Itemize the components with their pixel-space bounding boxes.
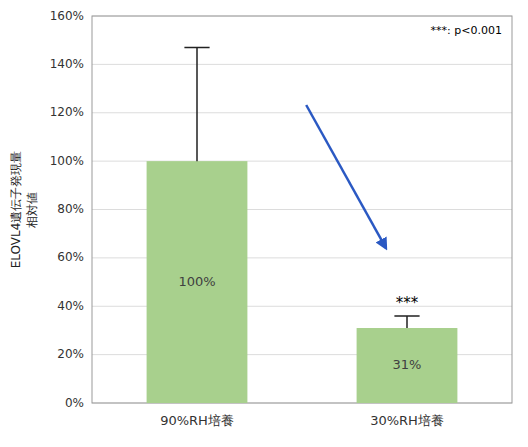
arrow — [306, 105, 386, 248]
x-axis: 90%RH培養 30%RH培養 — [160, 413, 444, 428]
y-tick-label: 0% — [65, 396, 84, 410]
data-label: 31% — [393, 357, 422, 372]
y-tick-label: 120% — [50, 105, 84, 119]
data-label: 100% — [178, 274, 215, 289]
y-tick-label: 20% — [57, 347, 84, 361]
error-bar — [184, 47, 209, 161]
x-tick-label: 90%RH培養 — [160, 413, 234, 428]
significance-label: *** — [396, 294, 419, 312]
y-tick-label: 140% — [50, 57, 84, 71]
bars — [147, 47, 458, 403]
error-bar — [394, 316, 419, 328]
grid — [92, 16, 512, 403]
y-axis-label-line: 相対値 — [25, 192, 39, 228]
plot-frame — [92, 16, 512, 403]
y-tick-label: 40% — [57, 299, 84, 313]
y-axis-label: ELOVL4遺伝子発現量相対値 — [9, 151, 39, 269]
chart: 0% 20% 40% 60% 80% 100% 120% 140% 160% 100% 31% ***… — [0, 0, 528, 447]
bar — [357, 328, 458, 403]
grid-line — [92, 64, 512, 65]
annotation: ***: p<0.001 — [431, 24, 502, 37]
chart-container: 0% 20% 40% 60% 80% 100% 120% 140% 160% 100% 31% ***… — [0, 0, 528, 447]
y-axis: 0% 20% 40% 60% 80% 100% 120% 140% 160% — [50, 9, 84, 410]
y-tick-label: 60% — [57, 250, 84, 264]
y-tick-label: 100% — [50, 154, 84, 168]
y-axis-label-line: ELOVL4遺伝子発現量 — [9, 151, 23, 269]
y-tick-label: 80% — [57, 202, 84, 216]
y-tick-label: 160% — [50, 9, 84, 23]
grid-line — [92, 112, 512, 113]
x-tick-label: 30%RH培養 — [370, 413, 444, 428]
bar — [147, 161, 248, 403]
